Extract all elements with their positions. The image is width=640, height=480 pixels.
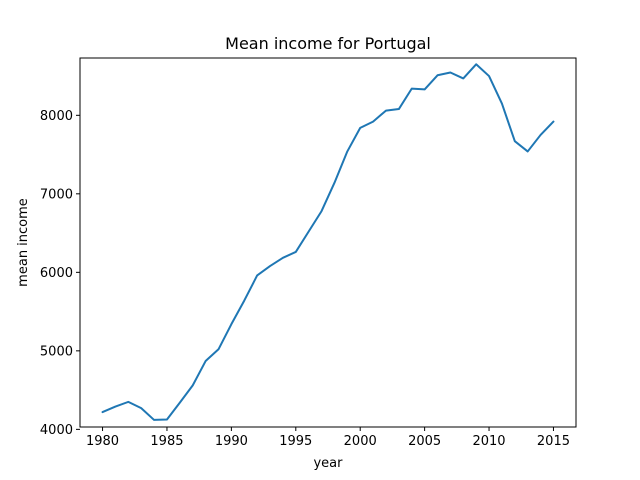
y-axis: 4000 5000 6000 7000 8000 — [40, 109, 80, 438]
x-tick-label: 1980 — [86, 434, 119, 449]
x-axis-label: year — [313, 456, 343, 471]
x-tick-label: 2010 — [472, 434, 505, 449]
plot-area — [101, 63, 555, 421]
y-tick-label: 6000 — [40, 266, 73, 281]
y-tick-label: 8000 — [40, 109, 73, 124]
x-tick-label: 1985 — [150, 434, 183, 449]
y-tick-label: 4000 — [40, 423, 73, 438]
chart-title: Mean income for Portugal — [225, 34, 431, 53]
x-tick-label: 2015 — [537, 434, 570, 449]
y-tick-label: 5000 — [40, 344, 73, 359]
x-axis: 1980 1985 1990 1995 2000 2005 2010 2015 — [86, 427, 570, 449]
series-line-0 — [101, 63, 555, 421]
y-axis-label: mean income — [16, 198, 31, 287]
x-tick-label: 2005 — [408, 434, 441, 449]
y-tick-label: 7000 — [40, 187, 73, 202]
plot-frame — [79, 57, 577, 428]
x-tick-label: 2000 — [344, 434, 377, 449]
x-tick-label: 1995 — [279, 434, 312, 449]
x-tick-label: 1990 — [215, 434, 248, 449]
